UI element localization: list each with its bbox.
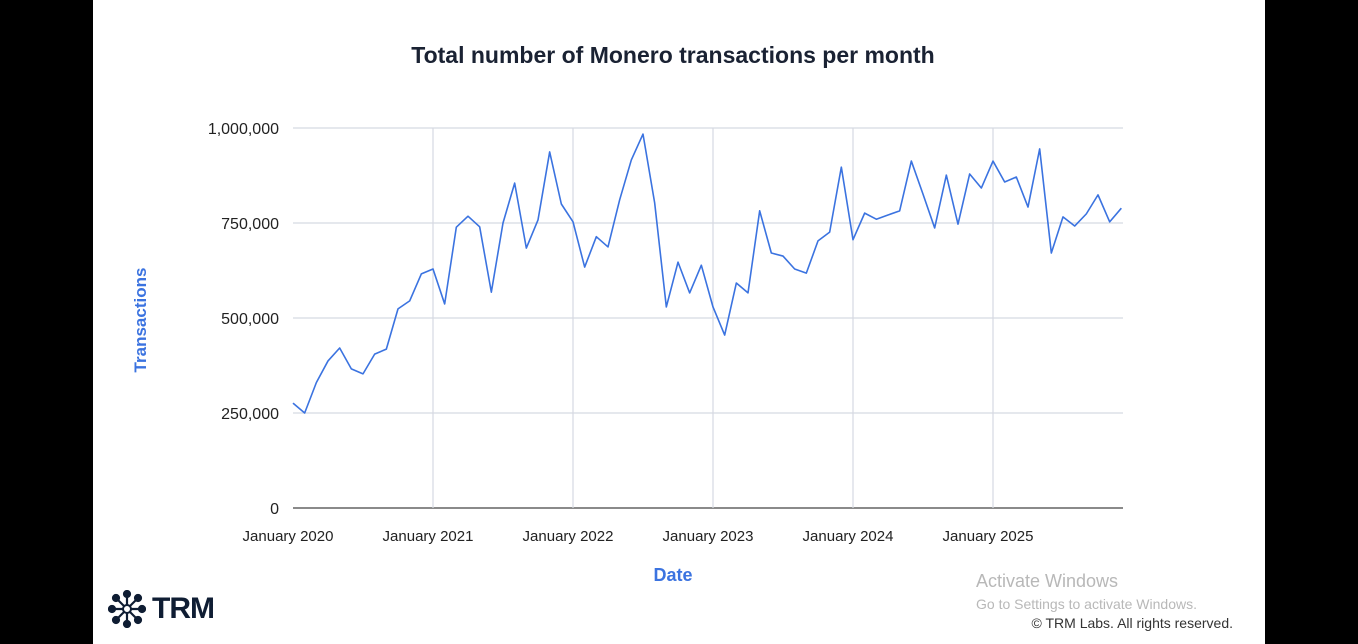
activate-windows-title: Activate Windows	[976, 571, 1119, 591]
x-axis-label: Date	[653, 565, 693, 585]
y-axis-label: Transactions	[131, 267, 150, 373]
x-tick-label: January 2022	[523, 528, 614, 545]
y-tick-label: 1,000,000	[208, 121, 279, 138]
x-tick-label: January 2025	[943, 528, 1034, 545]
chart-title: Total number of Monero transactions per …	[411, 42, 935, 68]
trm-logo: TRM	[108, 590, 215, 628]
y-tick-label: 250,000	[221, 406, 279, 423]
y-tick-label: 750,000	[221, 216, 279, 233]
line-chart: 0 250,000 500,000 750,000 1,000,000 January 2…	[208, 121, 1123, 545]
x-tick-label: January 2024	[803, 528, 894, 545]
y-tick-label: 500,000	[221, 311, 279, 328]
activate-windows-subtitle: Go to Settings to activate Windows.	[976, 596, 1197, 612]
logo-text: TRM	[152, 592, 215, 625]
trm-network-icon	[108, 590, 146, 628]
x-tick-label: January 2023	[663, 528, 754, 545]
data-series-line	[292, 133, 1122, 414]
copyright: © TRM Labs. All rights reserved.	[1031, 615, 1233, 631]
x-tick-label: January 2020	[243, 528, 334, 545]
y-tick-label: 0	[270, 501, 279, 518]
chart-card: Total number of Monero transactions per …	[93, 0, 1265, 644]
x-tick-label: January 2021	[383, 528, 474, 545]
